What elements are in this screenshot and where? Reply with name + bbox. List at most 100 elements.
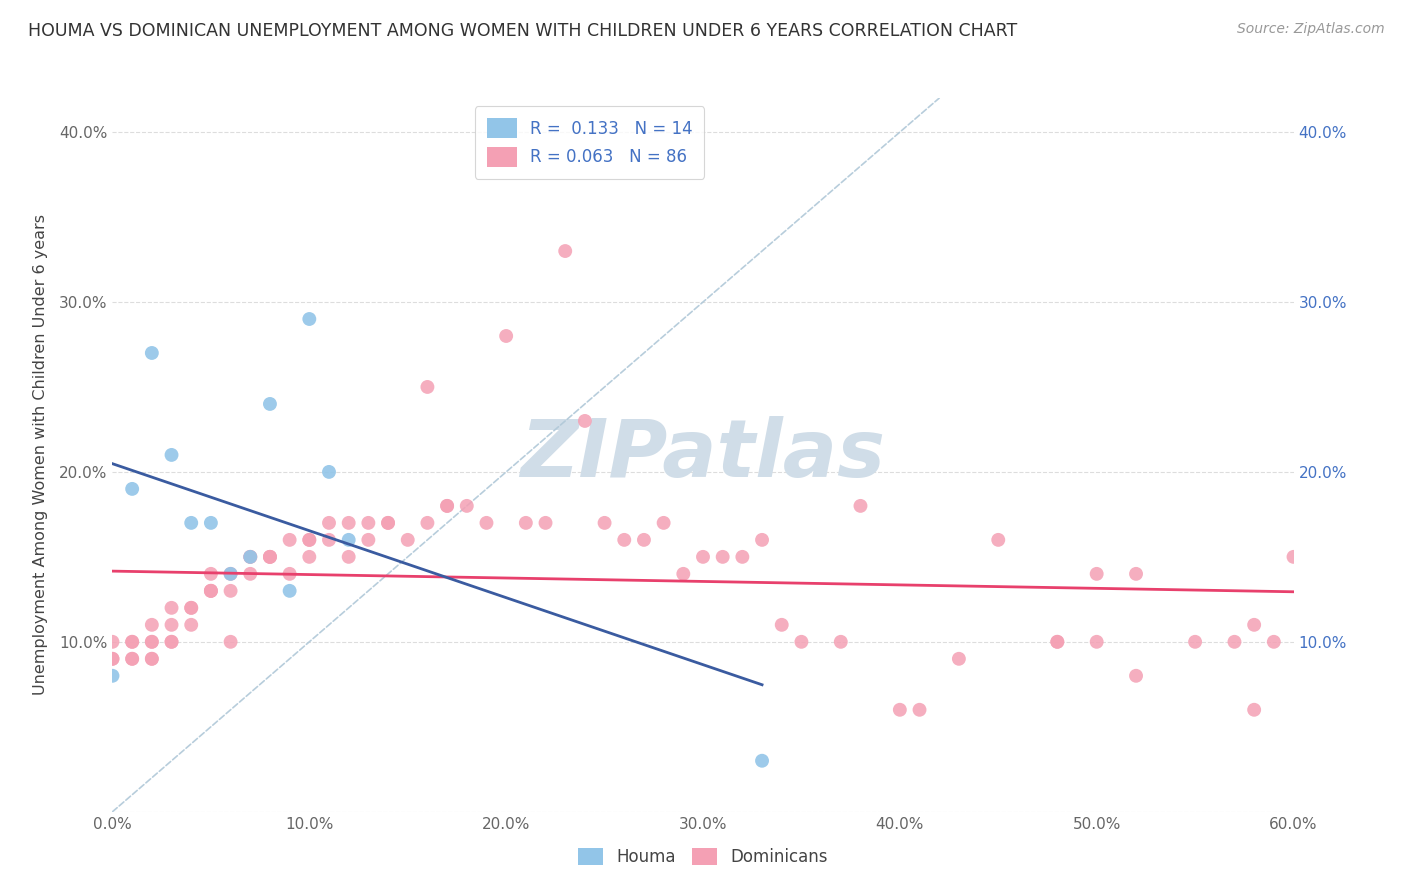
Point: [239, 549, 262, 564]
Point: [298, 533, 321, 547]
Text: Source: ZipAtlas.com: Source: ZipAtlas.com: [1237, 22, 1385, 37]
Point: [1046, 635, 1069, 649]
Point: [239, 549, 262, 564]
Point: [1243, 703, 1265, 717]
Point: [239, 566, 262, 581]
Point: [652, 516, 675, 530]
Point: [200, 583, 222, 598]
Point: [200, 583, 222, 598]
Point: [948, 652, 970, 666]
Point: [101, 652, 124, 666]
Point: [396, 533, 419, 547]
Point: [554, 244, 576, 258]
Point: [200, 516, 222, 530]
Point: [692, 549, 714, 564]
Y-axis label: Unemployment Among Women with Children Under 6 years: Unemployment Among Women with Children U…: [32, 214, 48, 696]
Point: [495, 329, 517, 343]
Point: [200, 583, 222, 598]
Point: [416, 516, 439, 530]
Point: [357, 533, 380, 547]
Point: [259, 549, 281, 564]
Point: [849, 499, 872, 513]
Text: ZIPatlas: ZIPatlas: [520, 416, 886, 494]
Point: [141, 635, 163, 649]
Point: [377, 516, 399, 530]
Point: [318, 516, 340, 530]
Point: [160, 600, 183, 615]
Point: [456, 499, 478, 513]
Point: [219, 566, 242, 581]
Point: [1243, 617, 1265, 632]
Point: [160, 635, 183, 649]
Point: [633, 533, 655, 547]
Point: [180, 600, 202, 615]
Point: [219, 583, 242, 598]
Point: [121, 635, 143, 649]
Point: [1125, 566, 1147, 581]
Point: [337, 533, 360, 547]
Point: [908, 703, 931, 717]
Point: [278, 566, 301, 581]
Point: [278, 533, 301, 547]
Point: [1085, 635, 1108, 649]
Point: [475, 516, 498, 530]
Point: [416, 380, 439, 394]
Point: [141, 652, 163, 666]
Point: [1184, 635, 1206, 649]
Point: [259, 397, 281, 411]
Point: [889, 703, 911, 717]
Point: [180, 600, 202, 615]
Point: [830, 635, 852, 649]
Point: [337, 516, 360, 530]
Point: [1282, 549, 1305, 564]
Point: [141, 635, 163, 649]
Point: [298, 549, 321, 564]
Point: [987, 533, 1010, 547]
Point: [436, 499, 458, 513]
Point: [278, 583, 301, 598]
Text: HOUMA VS DOMINICAN UNEMPLOYMENT AMONG WOMEN WITH CHILDREN UNDER 6 YEARS CORRELAT: HOUMA VS DOMINICAN UNEMPLOYMENT AMONG WO…: [28, 22, 1018, 40]
Point: [318, 465, 340, 479]
Point: [141, 652, 163, 666]
Point: [101, 635, 124, 649]
Point: [259, 549, 281, 564]
Point: [160, 617, 183, 632]
Point: [1223, 635, 1246, 649]
Point: [259, 549, 281, 564]
Point: [121, 652, 143, 666]
Point: [574, 414, 596, 428]
Point: [751, 754, 773, 768]
Point: [298, 312, 321, 326]
Point: [318, 533, 340, 547]
Point: [593, 516, 616, 530]
Point: [1125, 669, 1147, 683]
Point: [298, 533, 321, 547]
Point: [121, 652, 143, 666]
Point: [337, 549, 360, 564]
Point: [141, 617, 163, 632]
Point: [613, 533, 636, 547]
Point: [1046, 635, 1069, 649]
Point: [121, 482, 143, 496]
Point: [770, 617, 793, 632]
Point: [1085, 566, 1108, 581]
Point: [141, 346, 163, 360]
Point: [436, 499, 458, 513]
Point: [790, 635, 813, 649]
Point: [515, 516, 537, 530]
Point: [200, 566, 222, 581]
Legend: Houma, Dominicans: Houma, Dominicans: [569, 840, 837, 875]
Point: [751, 533, 773, 547]
Point: [101, 652, 124, 666]
Point: [121, 635, 143, 649]
Point: [219, 635, 242, 649]
Point: [160, 635, 183, 649]
Point: [160, 448, 183, 462]
Point: [239, 549, 262, 564]
Point: [1263, 635, 1285, 649]
Point: [180, 617, 202, 632]
Point: [731, 549, 754, 564]
Point: [672, 566, 695, 581]
Point: [534, 516, 557, 530]
Point: [357, 516, 380, 530]
